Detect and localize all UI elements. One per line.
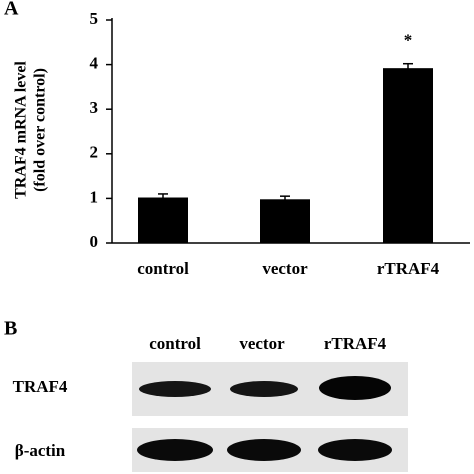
band bbox=[227, 439, 301, 461]
band bbox=[139, 381, 211, 397]
row-label: TRAF4 bbox=[13, 377, 68, 396]
band bbox=[318, 439, 392, 461]
x-tick-label: vector bbox=[262, 259, 308, 278]
y-tick-label: 0 bbox=[90, 232, 99, 251]
y-axis-label: TRAF4 mRNA level bbox=[13, 61, 30, 199]
lane-label: control bbox=[149, 334, 201, 353]
annotation: * bbox=[404, 31, 413, 50]
band bbox=[137, 439, 213, 461]
bar bbox=[260, 199, 310, 243]
y-tick-label: 1 bbox=[90, 187, 99, 206]
panel-label: A bbox=[4, 0, 19, 20]
panel-label: B bbox=[4, 318, 17, 340]
bar bbox=[383, 68, 433, 243]
lane-label: rTRAF4 bbox=[324, 334, 387, 353]
y-axis-label: (fold over control) bbox=[32, 68, 49, 192]
band bbox=[319, 376, 391, 400]
band bbox=[230, 381, 298, 397]
y-tick-label: 2 bbox=[90, 143, 99, 162]
y-tick-label: 4 bbox=[90, 54, 99, 73]
y-tick-label: 3 bbox=[90, 98, 99, 117]
x-tick-label: rTRAF4 bbox=[377, 259, 440, 278]
x-tick-label: control bbox=[137, 259, 189, 278]
y-tick-label: 5 bbox=[90, 9, 99, 28]
row-label: β-actin bbox=[15, 441, 66, 460]
lane-label: vector bbox=[239, 334, 285, 353]
bar bbox=[138, 197, 188, 243]
